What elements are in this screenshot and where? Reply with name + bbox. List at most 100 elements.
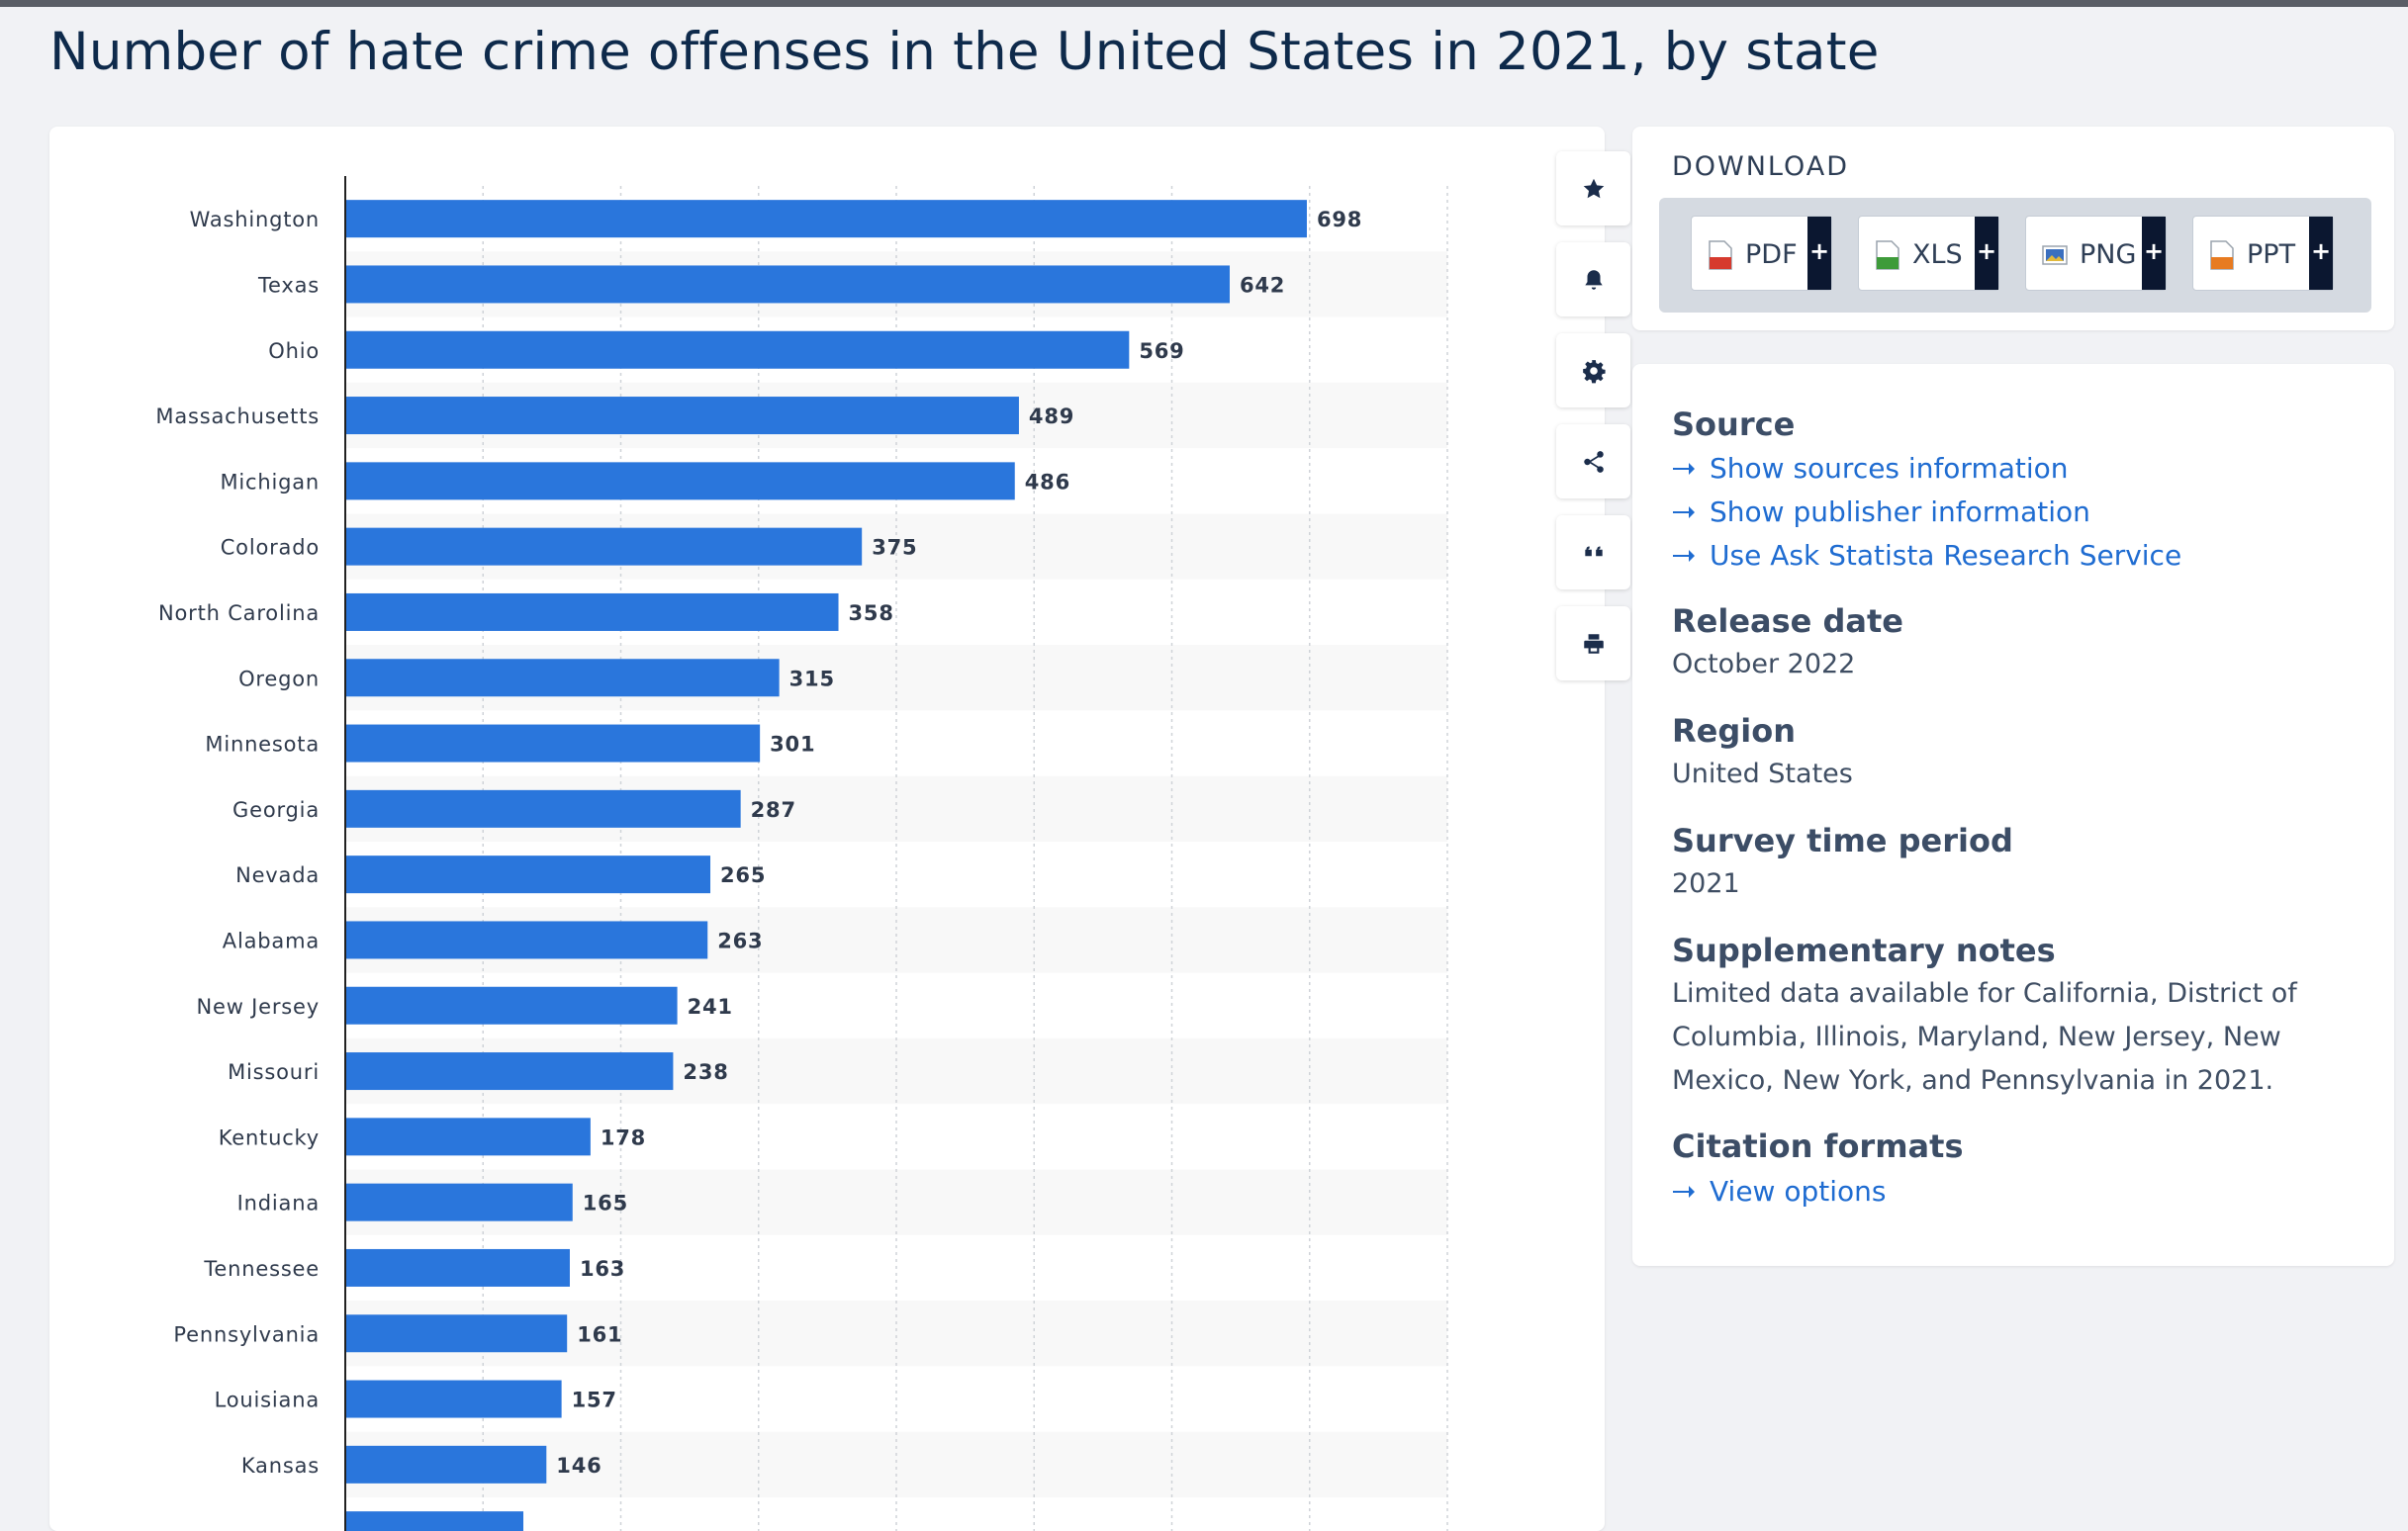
print-button[interactable] — [1556, 606, 1630, 680]
cite-button[interactable] — [1556, 515, 1630, 589]
category-label: Michigan — [220, 470, 320, 494]
browser-top-border — [0, 0, 2408, 7]
bar — [345, 1248, 570, 1287]
bell-icon — [1584, 269, 1603, 290]
region-value: United States — [1672, 759, 1853, 789]
bar — [345, 1445, 547, 1484]
bar — [345, 724, 761, 763]
bar — [345, 1052, 674, 1091]
bar — [345, 1380, 562, 1418]
png-file-icon — [2042, 245, 2068, 265]
value-label: 263 — [717, 929, 763, 952]
value-label: 301 — [770, 733, 815, 757]
value-label: 315 — [789, 667, 835, 690]
category-label: Kentucky — [219, 1126, 320, 1149]
category-label: Minnesota — [205, 733, 320, 757]
bar-partial — [345, 1511, 523, 1531]
quote-icon — [1584, 546, 1603, 556]
download-title: DOWNLOAD — [1672, 151, 1850, 182]
chart-card: Washington 698 Texas 642 Ohio 569 Massachusett… — [49, 127, 1630, 1531]
value-label: 375 — [872, 536, 917, 560]
value-label: 486 — [1025, 470, 1070, 494]
download-pdf-label: PDF — [1745, 239, 1798, 270]
download-pdf-button[interactable]: PDF + — [1691, 216, 1832, 291]
value-label: 265 — [720, 863, 766, 887]
category-label: Colorado — [221, 536, 320, 560]
category-label: Louisiana — [215, 1389, 320, 1412]
category-label: Texas — [257, 273, 320, 297]
bar — [345, 1118, 591, 1156]
survey-period-heading: Survey time period — [1672, 822, 2013, 859]
region-heading: Region — [1672, 712, 1796, 750]
settings-button[interactable] — [1556, 333, 1630, 407]
category-label: Alabama — [223, 929, 320, 952]
download-bar: PDF + XLS + PNG + PPT + — [1659, 198, 2371, 313]
category-label: Kansas — [241, 1454, 320, 1478]
show-sources-link[interactable]: Show sources information — [1672, 452, 2069, 485]
gear-icon — [1582, 359, 1606, 383]
category-label: Indiana — [237, 1192, 320, 1216]
download-xls-button[interactable]: XLS + — [1858, 216, 1999, 291]
value-label: 642 — [1240, 273, 1285, 297]
bar — [345, 986, 678, 1025]
arrow-right-icon — [1673, 462, 1695, 475]
category-label: Tennessee — [203, 1257, 320, 1281]
share-button[interactable] — [1556, 424, 1630, 498]
favorite-button[interactable] — [1556, 151, 1630, 225]
plus-icon: + — [2142, 217, 2166, 290]
category-label: Missouri — [228, 1060, 320, 1084]
bar — [345, 592, 839, 631]
category-label: Washington — [190, 208, 320, 231]
value-label: 238 — [683, 1060, 728, 1084]
value-label: 165 — [583, 1192, 628, 1216]
star-icon — [1583, 178, 1604, 198]
supplementary-notes-heading: Supplementary notes — [1672, 932, 2056, 969]
ppt-file-icon — [2210, 240, 2234, 270]
category-label: New Jersey — [196, 995, 320, 1019]
ask-research-service-label: Use Ask Statista Research Service — [1710, 539, 2182, 572]
value-label: 489 — [1029, 405, 1074, 428]
bar — [345, 1183, 573, 1221]
view-options-link[interactable]: View options — [1672, 1175, 1886, 1208]
release-date-heading: Release date — [1672, 602, 1903, 640]
show-publisher-link[interactable]: Show publisher information — [1672, 495, 2090, 528]
notification-button[interactable] — [1556, 242, 1630, 316]
show-sources-label: Show sources information — [1710, 452, 2069, 485]
plus-icon: + — [1975, 217, 1998, 290]
bar — [345, 1314, 568, 1353]
pdf-file-icon — [1709, 240, 1732, 270]
xls-file-icon — [1876, 240, 1899, 270]
download-ppt-label: PPT — [2247, 239, 2296, 270]
arrow-right-icon — [1673, 549, 1695, 562]
page-title: Number of hate crime offenses in the Uni… — [49, 22, 1880, 82]
download-png-button[interactable]: PNG + — [2025, 216, 2167, 291]
value-label: 569 — [1139, 339, 1184, 363]
category-label: Oregon — [238, 667, 320, 690]
printer-icon — [1583, 633, 1604, 654]
value-label: 146 — [556, 1454, 602, 1478]
release-date-value: October 2022 — [1672, 649, 1856, 679]
download-card: DOWNLOAD PDF + XLS + PNG + PPT + — [1632, 127, 2394, 330]
category-label: Ohio — [268, 339, 320, 363]
bar — [345, 397, 1019, 435]
plus-icon: + — [2309, 217, 2333, 290]
download-xls-label: XLS — [1912, 239, 1963, 270]
category-label: Pennsylvania — [173, 1322, 320, 1346]
ask-research-service-link[interactable]: Use Ask Statista Research Service — [1672, 539, 2181, 572]
survey-period-value: 2021 — [1672, 868, 1740, 899]
bar — [345, 265, 1230, 304]
value-label: 358 — [849, 601, 894, 625]
supplementary-notes-value: Limited data available for California, D… — [1672, 978, 2297, 1096]
bar — [345, 659, 780, 697]
value-label: 287 — [751, 798, 796, 822]
citation-formats-heading: Citation formats — [1672, 1127, 1964, 1165]
value-label: 157 — [572, 1389, 617, 1412]
value-label: 163 — [580, 1257, 625, 1281]
share-icon — [1583, 450, 1604, 473]
view-options-label: View options — [1710, 1175, 1887, 1208]
value-label: 161 — [577, 1322, 622, 1346]
download-ppt-button[interactable]: PPT + — [2192, 216, 2334, 291]
bar — [345, 527, 863, 566]
arrow-right-icon — [1673, 1185, 1695, 1198]
value-label: 698 — [1317, 208, 1362, 231]
